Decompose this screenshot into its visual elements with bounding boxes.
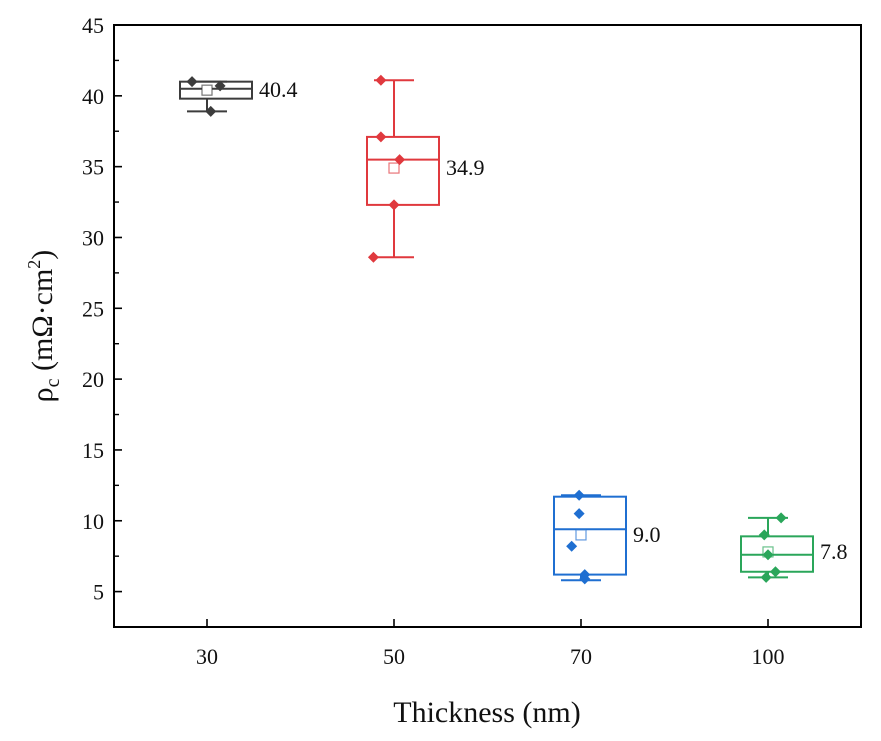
data-point [579, 573, 591, 585]
y-axis: 5 10 15 20 25 30 35 40 45 [82, 13, 122, 628]
x-tick-label: 70 [570, 644, 592, 669]
data-point [775, 512, 787, 524]
y-axis-title-subscript: c [42, 378, 64, 387]
box-group-100: 7.8 [740, 512, 848, 583]
mean-value-label: 34.9 [446, 155, 485, 180]
plot-frame [113, 24, 862, 628]
data-point [566, 540, 578, 552]
mean-marker [388, 162, 400, 174]
data-point [375, 131, 387, 143]
box-group-70: 9.0 [553, 489, 661, 585]
x-tick-label: 100 [752, 644, 785, 669]
y-tick-label: 40 [82, 84, 104, 109]
y-tick-label: 20 [82, 367, 104, 392]
y-tick-label: 5 [93, 580, 104, 605]
data-point [573, 489, 585, 501]
data-point [573, 508, 585, 520]
mean-value-label: 40.4 [259, 77, 298, 102]
box-iqr [553, 495, 627, 576]
box-series: 40.4 34.9 9.0 7.8 [179, 74, 848, 585]
y-tick-label: 25 [82, 296, 104, 321]
y-axis-title: ρc (mΩ·cm2) [24, 250, 64, 403]
box-group-30: 40.4 [179, 76, 298, 117]
y-tick-label: 45 [82, 13, 104, 38]
data-point [186, 76, 198, 88]
data-point [205, 105, 217, 117]
x-axis: 30 50 70 100 [196, 619, 785, 669]
y-axis-title-close: ) [26, 250, 59, 260]
y-tick-label: 10 [82, 509, 104, 534]
data-point [388, 199, 400, 211]
data-point [214, 80, 226, 92]
data-point [367, 251, 379, 263]
mean-value-label: 9.0 [633, 522, 661, 547]
data-point [762, 549, 774, 561]
y-axis-title-unit: (mΩ·cm [26, 269, 59, 379]
y-tick-label: 15 [82, 438, 104, 463]
data-point [375, 74, 387, 86]
x-tick-label: 30 [196, 644, 218, 669]
mean-marker [575, 529, 587, 541]
data-point [758, 529, 770, 541]
box-iqr [366, 135, 440, 206]
y-tick-label: 30 [82, 225, 104, 250]
mean-value-label: 7.8 [820, 539, 848, 564]
data-point [760, 571, 772, 583]
y-tick-label: 35 [82, 155, 104, 180]
x-axis-title: Thickness (nm) [393, 696, 580, 729]
x-tick-label: 50 [383, 644, 405, 669]
box-group-50: 34.9 [366, 74, 485, 263]
y-axis-title-superscript: 2 [24, 260, 44, 269]
box-iqr [179, 80, 253, 100]
y-axis-title-symbol: ρ [26, 387, 59, 402]
mean-marker [201, 84, 213, 96]
data-point [394, 154, 406, 166]
data-point [769, 566, 781, 578]
